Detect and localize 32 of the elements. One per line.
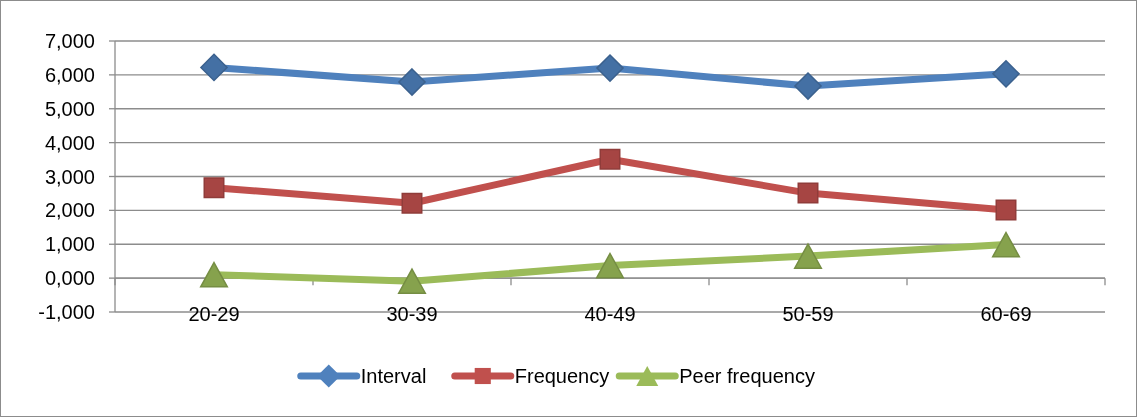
- point: [398, 68, 426, 96]
- point: [200, 53, 228, 82]
- legend-label: Interval: [360, 365, 427, 387]
- legend-label: Frequency: [514, 365, 610, 387]
- y-tick-label: 2,000: [44, 199, 95, 222]
- y-tick-label: -1,000: [38, 301, 95, 323]
- point: [991, 231, 1021, 258]
- x-tick-label: 60-69: [980, 303, 1032, 325]
- point: [992, 60, 1020, 88]
- point: [596, 54, 624, 82]
- point: [995, 199, 1017, 221]
- point: [401, 192, 423, 214]
- y-tick-label: 6,000: [44, 63, 95, 86]
- y-tick-label: 0,000: [44, 267, 95, 290]
- x-tick-label: 30-39: [386, 303, 438, 325]
- x-tick-label: 20-29: [188, 303, 240, 325]
- y-tick-label: 1,000: [44, 233, 95, 256]
- y-tick-label: 7,000: [44, 30, 95, 52]
- point: [599, 148, 621, 170]
- x-tick-label: 50-59: [782, 303, 834, 325]
- point: [595, 252, 625, 279]
- y-tick-label: 4,000: [44, 131, 95, 154]
- point: [199, 261, 229, 288]
- point: [797, 182, 819, 204]
- legend-label: Peer frequency: [679, 365, 815, 387]
- point: [397, 268, 427, 295]
- y-tick-label: 5,000: [44, 97, 95, 120]
- point: [203, 177, 225, 199]
- y-tick-label: 3,000: [44, 165, 95, 188]
- point: [794, 72, 822, 100]
- x-tick-label: 40-49: [584, 303, 636, 325]
- point: [793, 243, 823, 269]
